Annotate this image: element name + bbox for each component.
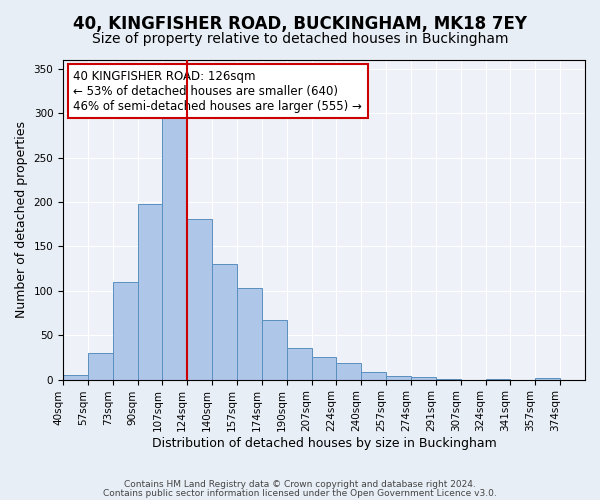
Bar [88,353,113,380]
Bar [113,282,137,380]
Text: Contains HM Land Registry data © Crown copyright and database right 2024.: Contains HM Land Registry data © Crown c… [124,480,476,489]
Bar [485,378,511,380]
Bar [411,377,436,380]
Bar [63,375,88,380]
Y-axis label: Number of detached properties: Number of detached properties [15,122,28,318]
Text: 40, KINGFISHER ROAD, BUCKINGHAM, MK18 7EY: 40, KINGFISHER ROAD, BUCKINGHAM, MK18 7E… [73,15,527,33]
Bar [187,219,212,380]
Bar [212,264,237,380]
Text: 40 KINGFISHER ROAD: 126sqm
← 53% of detached houses are smaller (640)
46% of sem: 40 KINGFISHER ROAD: 126sqm ← 53% of deta… [73,70,362,112]
Bar [361,372,386,380]
X-axis label: Distribution of detached houses by size in Buckingham: Distribution of detached houses by size … [152,437,496,450]
Bar [386,376,411,380]
Bar [535,378,560,380]
Text: Size of property relative to detached houses in Buckingham: Size of property relative to detached ho… [92,32,508,46]
Bar [436,378,461,380]
Bar [137,204,163,380]
Bar [262,320,287,380]
Text: Contains public sector information licensed under the Open Government Licence v3: Contains public sector information licen… [103,488,497,498]
Bar [163,118,187,380]
Bar [237,288,262,380]
Bar [311,358,337,380]
Bar [337,362,361,380]
Bar [287,348,311,380]
